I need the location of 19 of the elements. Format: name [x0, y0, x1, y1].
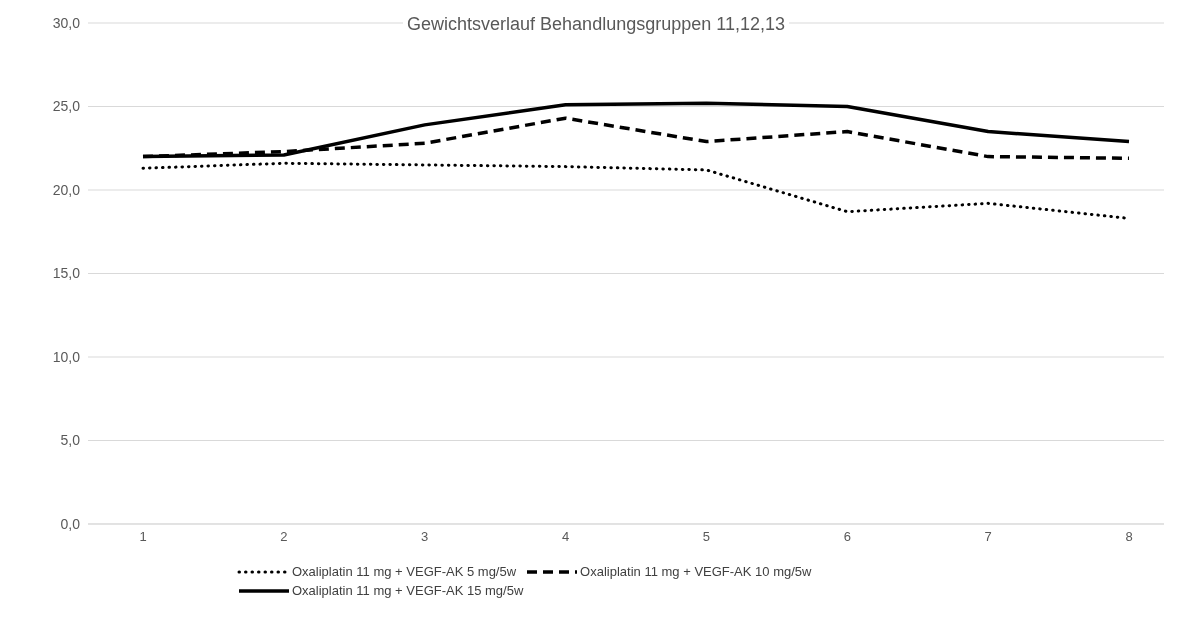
x-tick-label: 6 — [843, 529, 851, 545]
x-tick-label: 3 — [421, 529, 429, 545]
legend-label: Oxaliplatin 11 mg + VEGF-AK 15 mg/5w — [292, 583, 524, 598]
legend-label: Oxaliplatin 11 mg + VEGF-AK 10 mg/5w — [580, 564, 812, 579]
x-tick-label: 8 — [1125, 529, 1133, 545]
chart-title: Gewichtsverlauf Behandlungsgruppen 11,12,13 — [403, 14, 789, 34]
y-tick-label: 10,0 — [52, 348, 81, 365]
y-tick-label: 0,0 — [60, 515, 81, 532]
x-tick-label: 2 — [280, 529, 288, 545]
y-tick-label: 15,0 — [52, 265, 81, 282]
y-tick-label: 25,0 — [52, 98, 81, 115]
x-tick-label: 4 — [561, 529, 570, 545]
y-tick-label: 20,0 — [52, 181, 81, 198]
legend-label: Oxaliplatin 11 mg + VEGF-AK 5 mg/5w — [292, 564, 517, 579]
y-tick-label: 5,0 — [60, 432, 81, 449]
x-tick-label: 7 — [984, 529, 992, 545]
x-tick-label: 1 — [139, 529, 147, 545]
x-tick-label: 5 — [702, 529, 711, 545]
y-tick-label: 30,0 — [52, 14, 81, 31]
